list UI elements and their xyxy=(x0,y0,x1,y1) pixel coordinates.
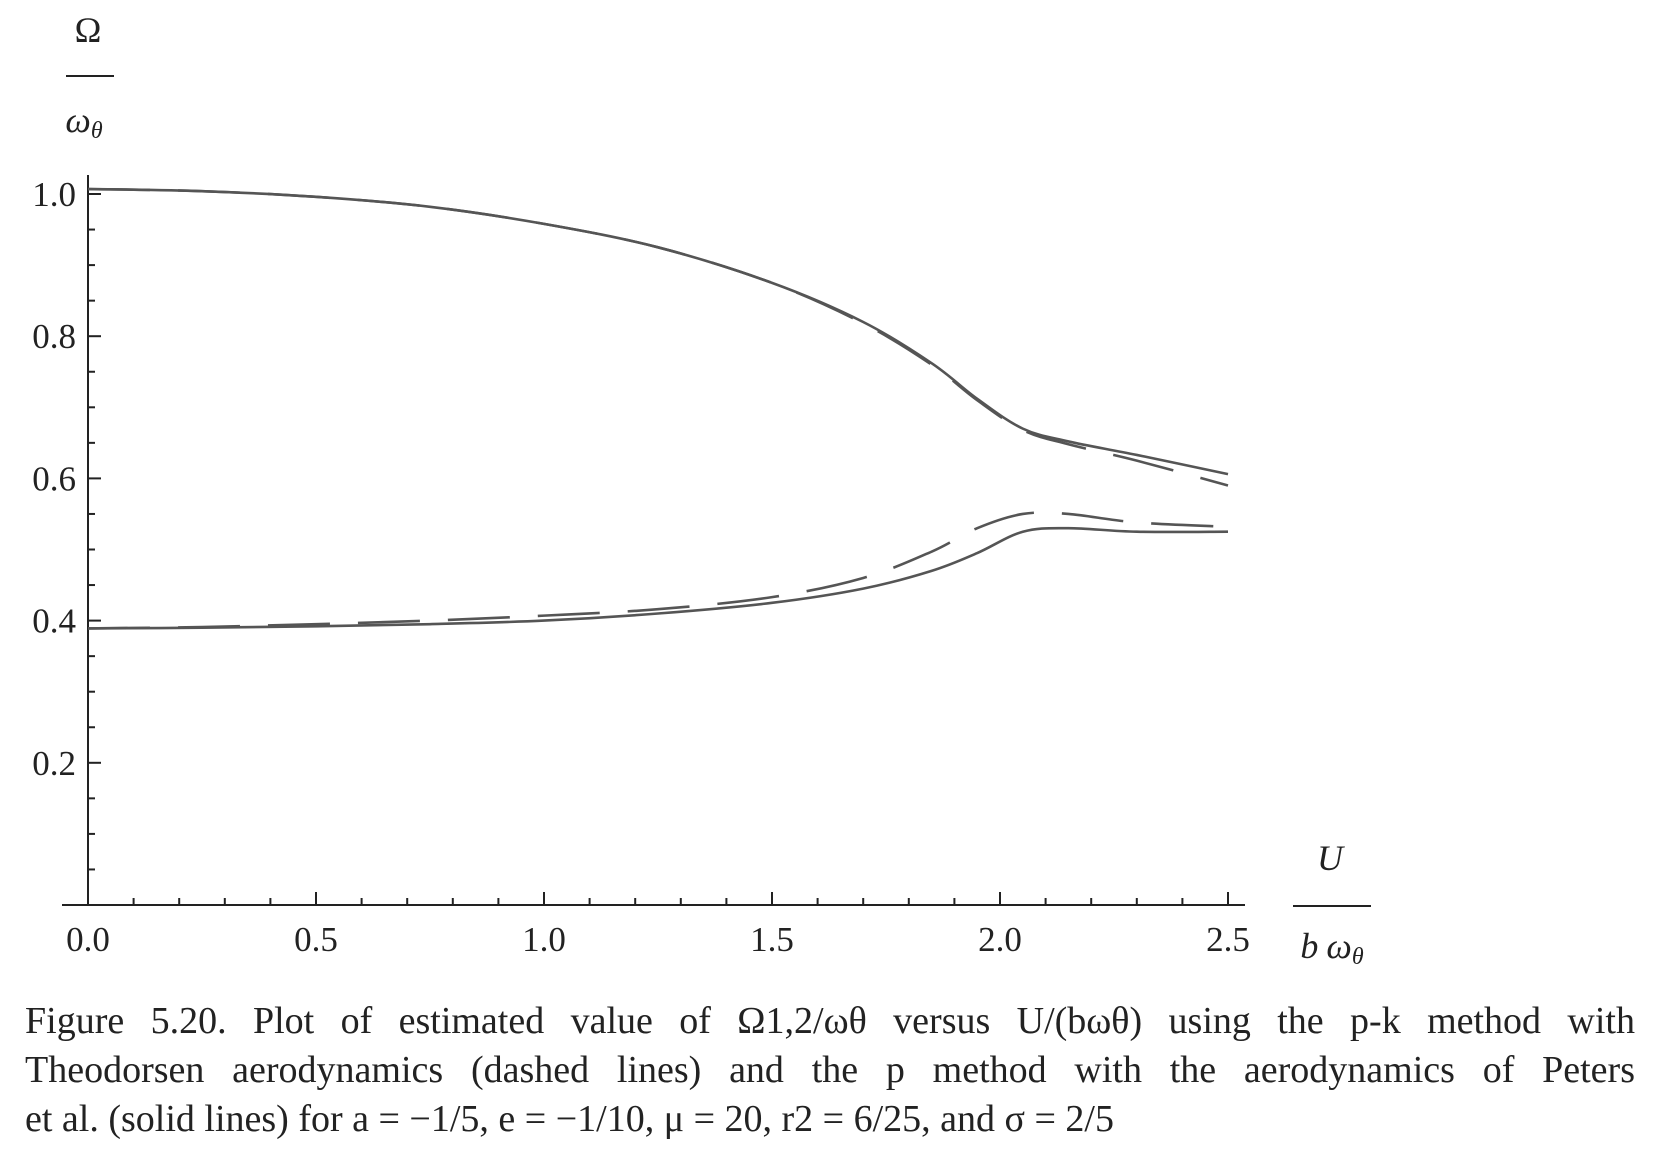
y-tick-label: 1.0 xyxy=(32,175,76,214)
caption-line-2: Theodorsen aerodynamics (dashed lines) a… xyxy=(25,1049,1635,1091)
y-tick-label: 0.6 xyxy=(32,459,76,498)
y-axis-label-omega: ω xyxy=(65,100,90,140)
x-axis-label-b: b xyxy=(1300,926,1318,966)
x-tick-label: 0.0 xyxy=(66,920,110,959)
y-axis-label-denominator: ωθ xyxy=(65,100,102,144)
x-axis-label-denominator: b ωθ xyxy=(1300,926,1363,970)
tick-labels: 0.0 0.5 1.0 1.5 2.0 2.5 0.2 0.4 0.6 0.8 1.0 xyxy=(32,175,1250,959)
x-tick-label: 1.5 xyxy=(750,920,794,959)
dashed-series-line xyxy=(87,511,1229,630)
caption-line-1: Figure 5.20. Plot of estimated value of … xyxy=(25,1000,1635,1042)
figure-caption: Figure 5.20. Plot of estimated value of … xyxy=(25,997,1635,1144)
x-tick-label: 2.0 xyxy=(978,920,1022,959)
x-axis-label-omega: ω xyxy=(1326,926,1351,966)
x-axis-label: U b ωθ xyxy=(1293,838,1371,970)
series-layer xyxy=(87,187,1229,630)
y-tick-label: 0.8 xyxy=(32,317,76,356)
solid-series-line xyxy=(87,187,1229,476)
solid-series-line xyxy=(87,526,1229,630)
y-axis-label-numerator: Ω xyxy=(75,10,102,50)
y-tick-label: 0.4 xyxy=(32,602,76,641)
x-tick-label: 2.5 xyxy=(1206,920,1250,959)
y-tick-label: 0.2 xyxy=(32,744,76,783)
y-axis-label: Ω ωθ xyxy=(65,10,114,144)
y-axis-label-subscript: θ xyxy=(91,118,103,144)
x-tick-label: 1.0 xyxy=(522,920,566,959)
dashed-series-line xyxy=(87,187,1229,487)
chart-plot: 0.0 0.5 1.0 1.5 2.0 2.50.20.40.60.81.0 Ω ωθ U… xyxy=(32,10,1371,970)
x-tick-label: 0.5 xyxy=(294,920,338,959)
caption-line-3: et al. (solid lines) for a = −1/5, e = −… xyxy=(25,1098,1114,1140)
axes xyxy=(62,175,1245,906)
x-axis-label-subscript: θ xyxy=(1352,944,1364,970)
x-axis-label-numerator: U xyxy=(1317,838,1345,878)
